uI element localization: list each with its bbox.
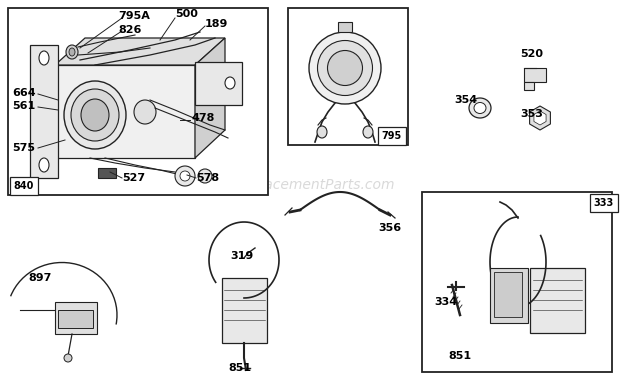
Bar [338,22,352,32]
Bar [422,192,612,372]
Polygon shape [55,65,195,158]
Ellipse shape [39,51,49,65]
Bar [55,302,97,334]
Text: 840: 840 [14,181,34,191]
Polygon shape [55,38,225,65]
Text: 334: 334 [434,297,457,307]
Ellipse shape [469,98,491,118]
Bar [98,168,116,178]
Bar [494,272,522,317]
Text: 795: 795 [382,131,402,141]
Bar [58,310,93,328]
Text: 851: 851 [228,363,251,373]
Ellipse shape [39,158,49,172]
Text: 851: 851 [448,351,471,361]
Ellipse shape [225,77,235,89]
Ellipse shape [474,103,486,114]
Bar [524,68,546,82]
Text: 897: 897 [28,273,51,283]
Text: 578: 578 [196,173,219,183]
Bar [490,268,528,323]
Bar [378,127,406,145]
Text: 520: 520 [520,49,543,59]
Text: 478: 478 [192,113,215,123]
Ellipse shape [363,126,373,138]
Ellipse shape [198,169,212,183]
Ellipse shape [327,51,363,86]
Text: 500: 500 [175,9,198,19]
Text: 354: 354 [454,95,477,105]
Ellipse shape [134,100,156,124]
Text: 795A: 795A [118,11,150,21]
Polygon shape [195,38,225,158]
Ellipse shape [175,166,195,186]
Text: 527: 527 [122,173,145,183]
Text: 319: 319 [230,251,253,261]
Ellipse shape [64,354,72,362]
Text: 826: 826 [118,25,141,35]
Text: 189: 189 [205,19,228,29]
Bar [288,8,408,145]
Ellipse shape [180,171,190,181]
Text: eReplacementParts.com: eReplacementParts.com [225,178,395,192]
Ellipse shape [64,81,126,149]
Text: 561: 561 [12,101,35,111]
Text: 353: 353 [520,109,543,119]
Polygon shape [195,62,242,105]
Bar [10,177,38,195]
Ellipse shape [317,126,327,138]
Ellipse shape [309,32,381,104]
Text: 356: 356 [378,223,401,233]
Ellipse shape [69,48,75,56]
Text: 575: 575 [12,143,35,153]
Text: 333: 333 [594,198,614,208]
Bar [8,8,268,195]
Ellipse shape [81,99,109,131]
Polygon shape [30,45,58,178]
Bar [530,268,585,333]
Ellipse shape [71,89,119,141]
Text: 664: 664 [12,88,35,98]
Ellipse shape [317,41,373,95]
Bar [524,82,534,90]
Bar [590,194,618,212]
Bar [222,278,267,343]
Ellipse shape [66,45,78,59]
